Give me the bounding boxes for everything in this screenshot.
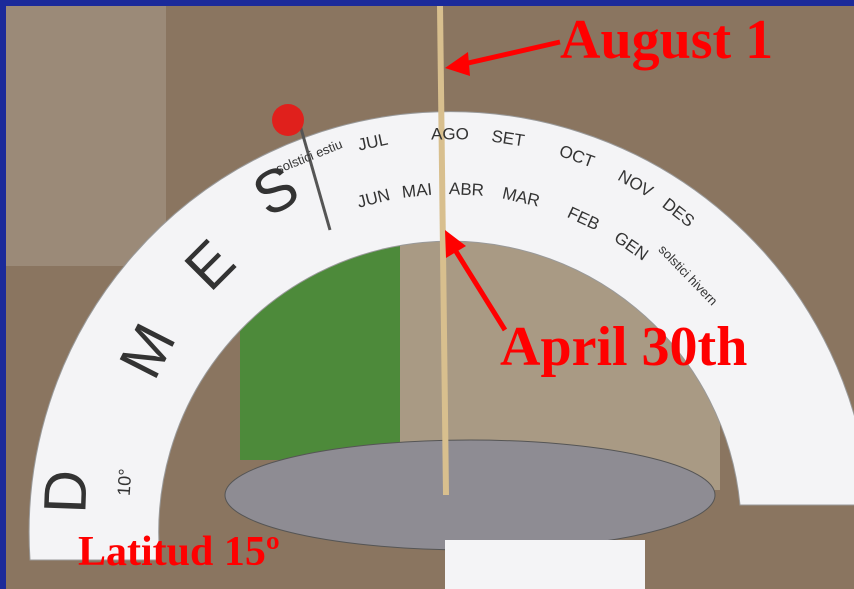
pin-head (272, 104, 304, 136)
month-label: AGO (431, 124, 469, 143)
month-label: ABR (449, 179, 485, 200)
screenshot: MESD10°JULAGOSETOCTNOVDESJUNMAIABRMARFEB… (0, 0, 854, 589)
arm (6, 6, 166, 266)
month-label: MAI (401, 180, 433, 202)
annotation: August 1 (560, 9, 773, 71)
annotation: April 30th (500, 316, 747, 378)
dial-letter: D (31, 469, 99, 515)
latitude-mark: 10° (114, 468, 136, 497)
annotation: Latitud 15º (78, 529, 280, 575)
base-disc (225, 440, 715, 550)
card (445, 540, 645, 589)
